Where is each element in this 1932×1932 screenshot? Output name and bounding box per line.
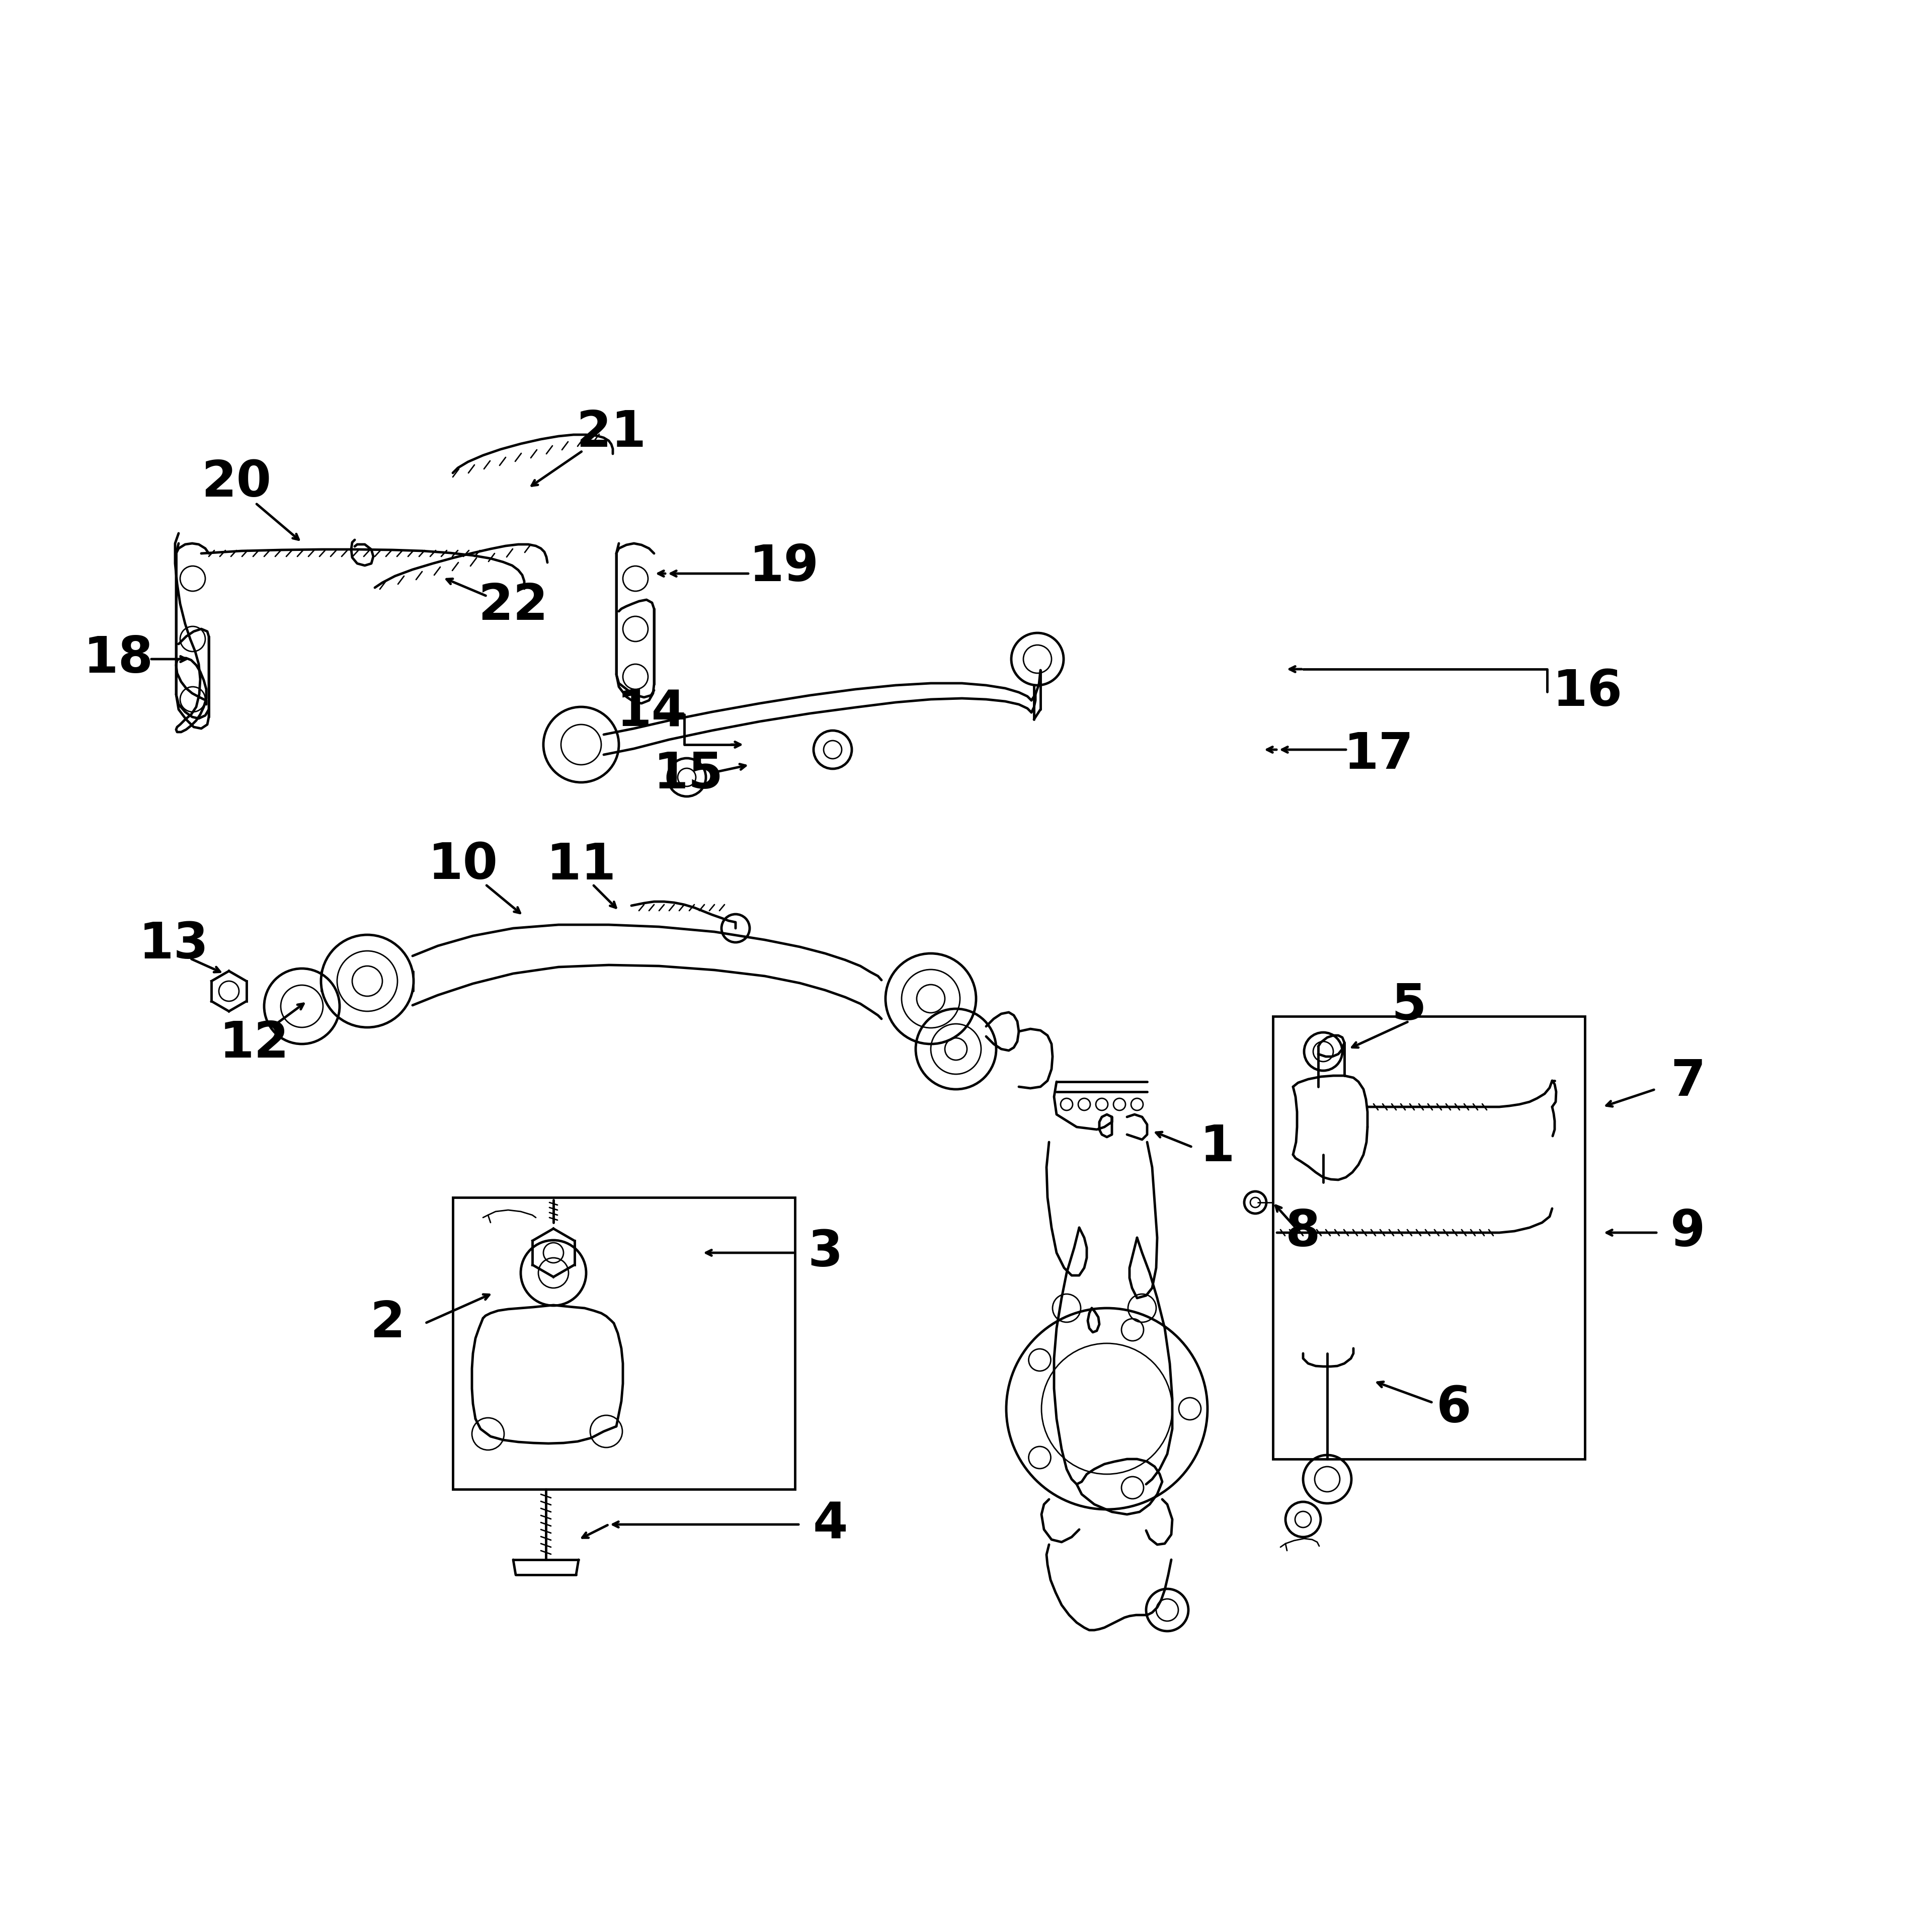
Text: 22: 22 xyxy=(477,582,549,630)
Text: 12: 12 xyxy=(218,1020,290,1068)
Text: 2: 2 xyxy=(369,1298,406,1349)
Text: 4: 4 xyxy=(813,1499,848,1549)
Text: 19: 19 xyxy=(750,543,819,591)
Text: 18: 18 xyxy=(83,636,153,684)
Text: 16: 16 xyxy=(1551,667,1623,717)
Text: 5: 5 xyxy=(1391,981,1426,1030)
Text: 6: 6 xyxy=(1437,1385,1472,1434)
Text: 3: 3 xyxy=(808,1229,842,1277)
Text: 11: 11 xyxy=(547,840,616,891)
Text: 14: 14 xyxy=(616,688,686,736)
Text: 1: 1 xyxy=(1200,1122,1235,1171)
Text: 15: 15 xyxy=(653,750,723,800)
Text: 20: 20 xyxy=(201,458,272,508)
Text: 8: 8 xyxy=(1285,1208,1321,1258)
Text: 10: 10 xyxy=(427,840,498,891)
Text: 17: 17 xyxy=(1343,730,1414,779)
Text: 21: 21 xyxy=(576,408,647,458)
Text: 7: 7 xyxy=(1671,1057,1706,1107)
Text: 9: 9 xyxy=(1671,1208,1706,1258)
Text: 13: 13 xyxy=(139,920,209,970)
Bar xyxy=(452,1198,794,1490)
Bar xyxy=(1273,1016,1584,1459)
